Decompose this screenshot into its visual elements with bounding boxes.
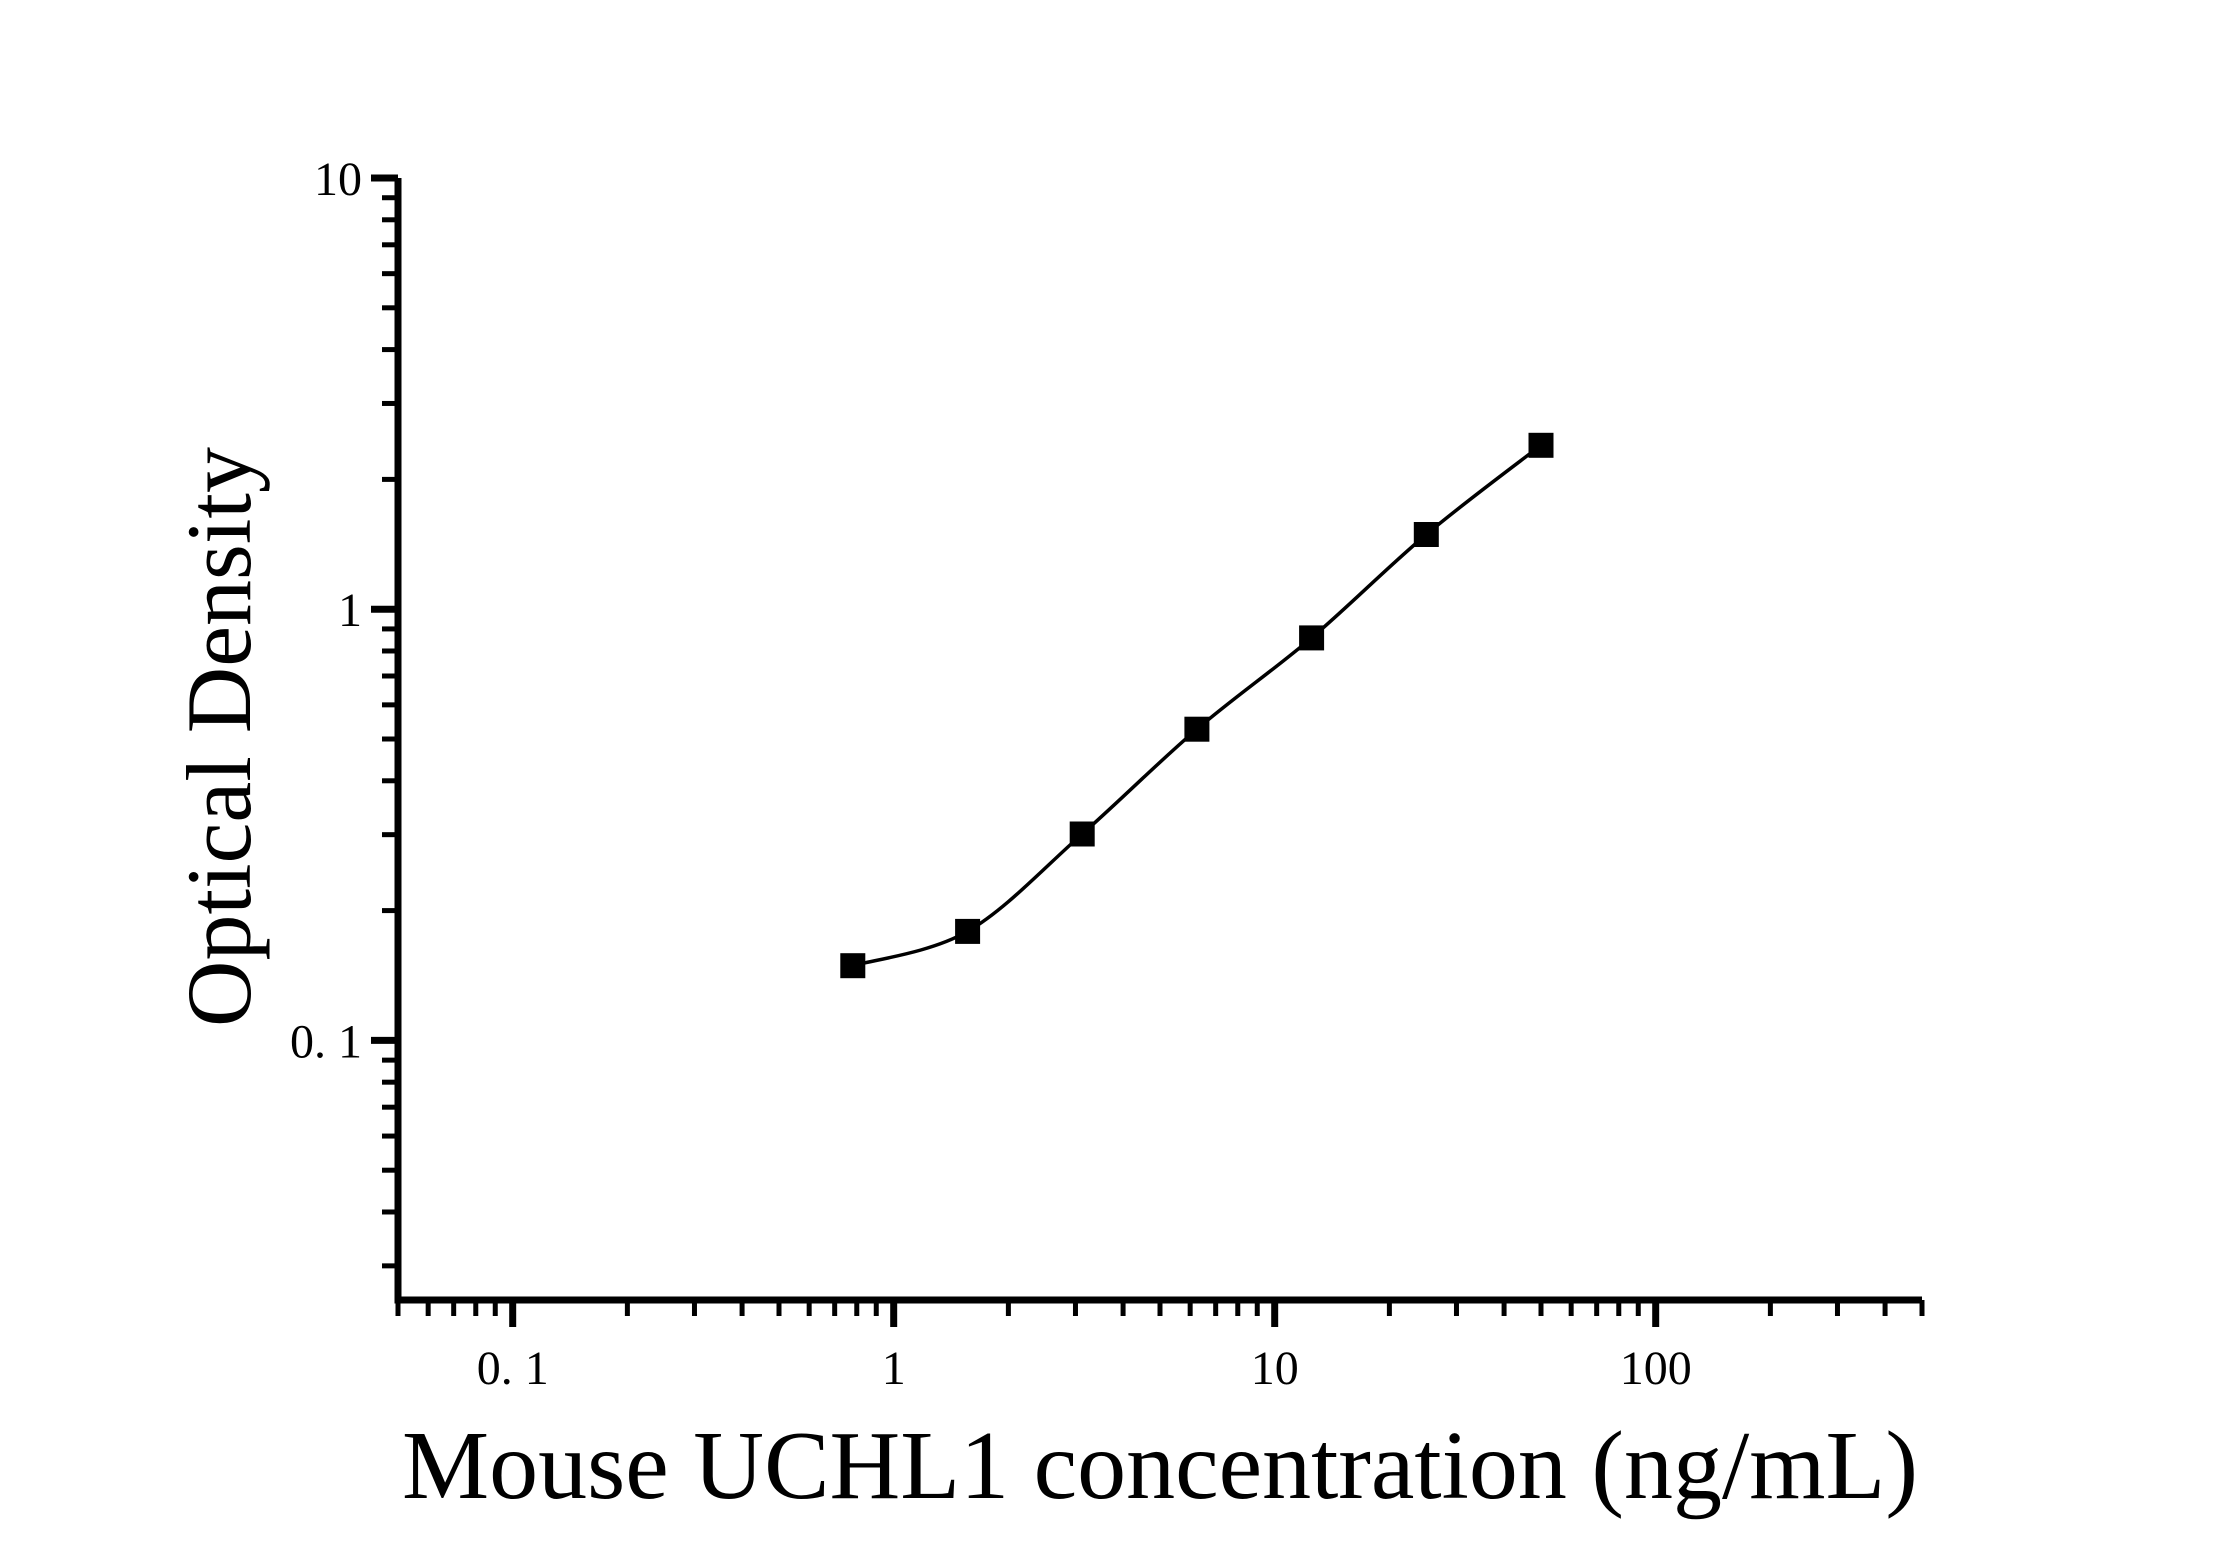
x-tick-label: 10 <box>1251 1342 1299 1395</box>
x-tick-label: 0. 1 <box>477 1342 549 1395</box>
data-point-marker <box>1069 821 1095 847</box>
data-point-marker <box>840 953 866 979</box>
data-point-marker <box>1528 432 1554 458</box>
x-axis-title: Mouse UCHL1 concentration (ng/mL) <box>402 1412 1918 1520</box>
x-tick-label: 1 <box>882 1342 906 1395</box>
y-tick-label: 0. 1 <box>290 1015 362 1068</box>
data-point-marker <box>955 918 981 944</box>
axes-frame <box>394 178 1922 1304</box>
data-point-marker <box>1299 625 1325 651</box>
data-point-marker <box>1184 716 1210 742</box>
y-tick-label: 10 <box>314 153 362 206</box>
y-tick-label: 1 <box>338 584 362 637</box>
y-axis-title: Optical Density <box>168 447 270 1027</box>
plot-area: 0. 1 1 10 100 0. 1 1 10 <box>290 153 1925 1395</box>
x-tick-label: 100 <box>1620 1342 1692 1395</box>
data-point-marker <box>1413 522 1439 547</box>
